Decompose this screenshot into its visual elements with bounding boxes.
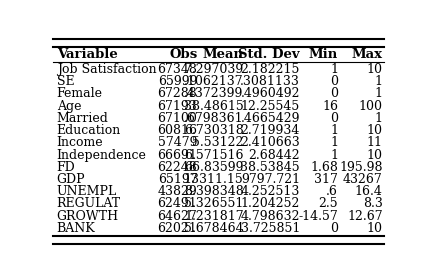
Text: 10: 10 [366,222,382,235]
Text: .6: .6 [325,185,337,198]
Text: BANK: BANK [57,222,95,235]
Text: 67348: 67348 [157,63,197,76]
Text: 0: 0 [329,87,337,100]
Text: 10: 10 [366,63,382,76]
Text: 317: 317 [314,173,337,186]
Text: 1.68: 1.68 [309,161,337,174]
Text: FD: FD [57,161,75,174]
Text: Obs: Obs [169,48,197,61]
Text: 4.798632: 4.798632 [240,210,299,223]
Text: 100: 100 [358,100,382,113]
Text: 1: 1 [374,75,382,88]
Text: 66691: 66691 [157,148,197,161]
Text: 6.571516: 6.571516 [184,148,243,161]
Text: 1: 1 [374,87,382,100]
Text: 5.678464: 5.678464 [184,222,243,235]
Text: Min: Min [308,48,337,61]
Text: .4665429: .4665429 [240,112,299,125]
Text: 62248: 62248 [157,161,197,174]
Text: 10: 10 [366,124,382,137]
Text: 66.83599: 66.83599 [184,161,243,174]
Text: 43267: 43267 [342,173,382,186]
Text: 64627: 64627 [157,210,197,223]
Text: 62491: 62491 [157,197,197,210]
Text: 0: 0 [329,112,337,125]
Text: 67193: 67193 [157,100,197,113]
Text: 0: 0 [329,75,337,88]
Text: 195.98: 195.98 [338,161,382,174]
Text: 2.719934: 2.719934 [240,124,299,137]
Text: 2.5: 2.5 [318,197,337,210]
Text: 65197: 65197 [157,173,197,186]
Text: 57479: 57479 [158,136,197,149]
Text: Independence: Independence [57,148,146,161]
Text: .3081133: .3081133 [239,75,299,88]
Text: 13311.15: 13311.15 [184,173,243,186]
Text: 10: 10 [366,148,382,161]
Text: 1: 1 [329,148,337,161]
Text: 67100: 67100 [157,112,197,125]
Text: 67288: 67288 [157,87,197,100]
Text: Job Satisfaction: Job Satisfaction [57,63,156,76]
Text: 11: 11 [366,136,382,149]
Text: 8.398348: 8.398348 [184,185,243,198]
Text: 62021: 62021 [157,222,197,235]
Text: 65999: 65999 [158,75,197,88]
Text: 2.68442: 2.68442 [248,148,299,161]
Text: 43829: 43829 [157,185,197,198]
Text: 5.53122: 5.53122 [192,136,243,149]
Text: Mean: Mean [202,48,243,61]
Text: 6.730318: 6.730318 [184,124,243,137]
Text: Std. Dev: Std. Dev [238,48,299,61]
Text: Max: Max [351,48,382,61]
Text: 1: 1 [329,124,337,137]
Text: 2.410663: 2.410663 [239,136,299,149]
Text: 3.725851: 3.725851 [240,222,299,235]
Text: 2.182215: 2.182215 [240,63,299,76]
Text: Age: Age [57,100,81,113]
Text: 38.53845: 38.53845 [240,161,299,174]
Text: SE: SE [57,75,74,88]
Text: 12.67: 12.67 [346,210,382,223]
Text: 1: 1 [374,112,382,125]
Text: .4372399: .4372399 [184,87,243,100]
Text: 60816: 60816 [157,124,197,137]
Text: UNEMPL: UNEMPL [57,185,117,198]
Text: Variable: Variable [57,48,117,61]
Text: GDP: GDP [57,173,85,186]
Text: 1: 1 [329,63,337,76]
Text: .6798361: .6798361 [184,112,243,125]
Text: GROWTH: GROWTH [57,210,118,223]
Text: .4960492: .4960492 [240,87,299,100]
Text: 9797.721: 9797.721 [240,173,299,186]
Text: 16.4: 16.4 [354,185,382,198]
Text: 5.326551: 5.326551 [184,197,243,210]
Text: 1.204252: 1.204252 [240,197,299,210]
Text: -14.57: -14.57 [297,210,337,223]
Text: Female: Female [57,87,102,100]
Text: REGULAT: REGULAT [57,197,121,210]
Text: 16: 16 [321,100,337,113]
Text: Income: Income [57,136,103,149]
Text: Married: Married [57,112,108,125]
Text: 12.25545: 12.25545 [240,100,299,113]
Text: .1062137: .1062137 [184,75,243,88]
Text: 8.3: 8.3 [362,197,382,210]
Text: 1.231817: 1.231817 [184,210,243,223]
Text: 38.48615: 38.48615 [184,100,243,113]
Text: 7.297039: 7.297039 [184,63,243,76]
Text: 1: 1 [329,136,337,149]
Text: 0: 0 [329,222,337,235]
Text: 4.252513: 4.252513 [240,185,299,198]
Text: Education: Education [57,124,121,137]
